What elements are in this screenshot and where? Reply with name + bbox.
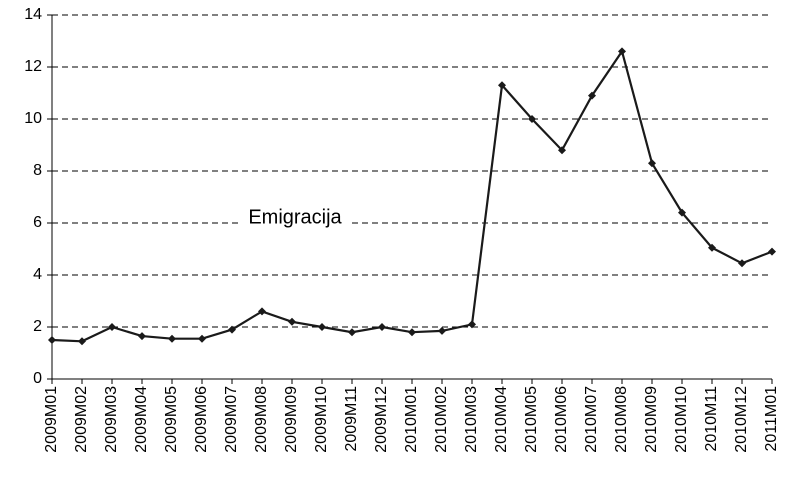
marker — [738, 259, 746, 268]
marker — [438, 326, 446, 335]
x-tick-label: 2010M11 — [703, 386, 720, 452]
marker — [588, 91, 596, 100]
marker — [468, 320, 476, 329]
marker — [498, 81, 506, 90]
marker — [378, 323, 386, 331]
x-tick-label: 2009M07 — [223, 386, 240, 453]
x-tick-label: 2010M04 — [493, 386, 510, 453]
marker — [528, 115, 536, 123]
x-tick-label: 2009M06 — [193, 386, 210, 453]
x-tick-label: 2010M07 — [583, 386, 600, 453]
y-tick-label: 6 — [33, 214, 42, 231]
marker — [198, 334, 206, 343]
x-tick-label: 2011M01 — [763, 386, 780, 452]
annotation-bg — [240, 206, 351, 229]
y-tick-label: 2 — [33, 318, 42, 335]
x-tick-label: 2009M05 — [163, 386, 180, 453]
x-tick-label: 2010M08 — [613, 386, 630, 453]
x-tick-label: 2010M06 — [553, 386, 570, 453]
x-tick-label: 2009M09 — [283, 386, 300, 453]
x-tick-label: 2010M02 — [433, 386, 450, 453]
y-tick-label: 12 — [24, 58, 42, 75]
x-tick-label: 2009M03 — [103, 386, 120, 453]
marker — [258, 307, 266, 316]
marker — [708, 243, 716, 252]
marker — [48, 336, 56, 344]
x-tick-label: 2010M01 — [403, 386, 420, 453]
x-tick-label: 2010M03 — [463, 386, 480, 453]
marker — [768, 247, 776, 256]
marker — [408, 328, 416, 337]
y-tick-label: 4 — [33, 266, 42, 283]
y-tick-label: 8 — [33, 162, 42, 179]
marker — [228, 325, 236, 334]
marker — [288, 317, 296, 326]
x-tick-label: 2009M10 — [313, 386, 330, 453]
marker — [648, 159, 656, 168]
y-tick-label: 0 — [33, 370, 42, 387]
x-tick-label: 2010M12 — [733, 386, 750, 453]
marker — [618, 47, 626, 56]
marker — [168, 334, 176, 343]
x-tick-label: 2009M11 — [343, 386, 360, 452]
x-tick-label: 2010M09 — [643, 386, 660, 453]
marker — [348, 328, 356, 337]
marker — [558, 146, 566, 155]
marker — [108, 323, 116, 331]
x-tick-label: 2009M12 — [373, 386, 390, 453]
x-tick-label: 2010M05 — [523, 386, 540, 453]
x-tick-label: 2009M01 — [43, 386, 60, 453]
x-tick-label: 2009M02 — [73, 386, 90, 453]
marker — [318, 323, 326, 331]
marker — [78, 337, 86, 346]
marker — [678, 208, 686, 217]
line — [51, 48, 773, 343]
x-tick-label: 2010M10 — [673, 386, 690, 453]
y-tick-label: 14 — [24, 6, 42, 23]
x-tick-label: 2009M08 — [253, 386, 270, 453]
x-tick-label: 2009M04 — [133, 386, 150, 453]
annotation: Emigracija — [248, 206, 342, 228]
y-tick-label: 10 — [24, 110, 42, 127]
marker — [138, 332, 146, 341]
